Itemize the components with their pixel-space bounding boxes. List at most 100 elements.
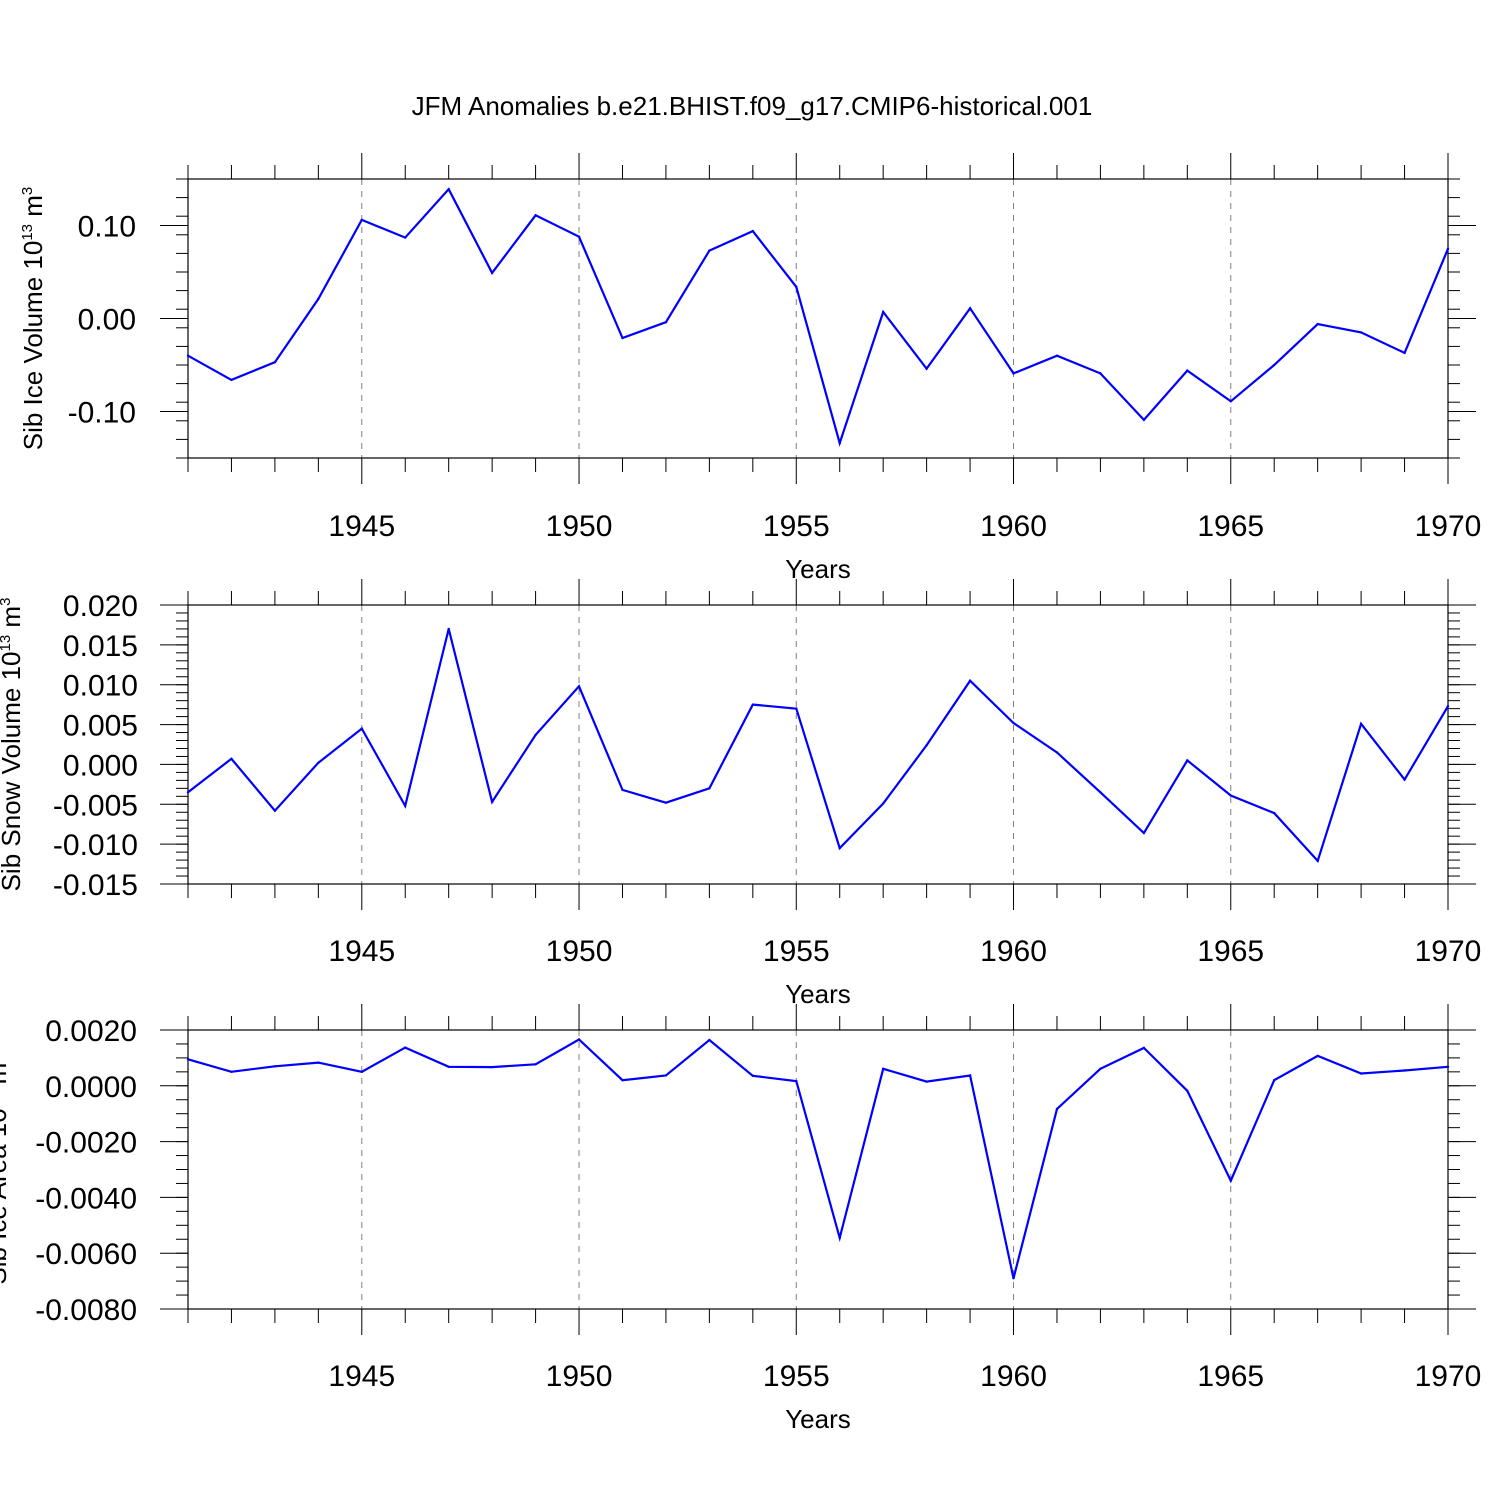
y-tick-label: 0.0020 [45, 1015, 137, 1048]
data-point [577, 685, 581, 688]
plot-frame [187, 604, 1449, 885]
figure-title: JFM Anomalies b.e21.BHIST.f09_g17.CMIP6-… [412, 91, 1093, 121]
data-point [1316, 1054, 1319, 1058]
y-tick-label: 0.0000 [45, 1071, 137, 1104]
x-tick-label: 1945 [328, 935, 395, 968]
data-point [925, 367, 928, 370]
data-point [1012, 1277, 1015, 1280]
y-tick-label: -0.10 [68, 397, 136, 430]
data-point [664, 321, 668, 324]
data-point [795, 1079, 798, 1083]
data-point [404, 804, 407, 808]
data-point [490, 1065, 494, 1069]
y-tick-label: 0.10 [78, 211, 136, 244]
data-point [186, 791, 190, 794]
data-point [1316, 859, 1319, 863]
y-axis-title: Sib Snow Volume 1013 m3 [0, 598, 26, 892]
data-point [968, 307, 972, 310]
x-tick-label: 1955 [763, 510, 830, 543]
data-point [708, 787, 711, 790]
data-point [968, 679, 972, 682]
y-tick-label: -0.0060 [35, 1238, 137, 1271]
data-point [1055, 354, 1059, 357]
x-tick-label: 1970 [1415, 510, 1482, 543]
data-point [186, 354, 190, 357]
data-point [1229, 794, 1232, 797]
data-point [1403, 1069, 1406, 1072]
data-point [447, 188, 450, 191]
plot-frame [187, 1029, 1449, 1310]
y-tick-label: -0.015 [53, 869, 138, 902]
data-point [230, 757, 233, 761]
x-tick-label: 1965 [1197, 510, 1264, 543]
x-tick-label: 1965 [1197, 935, 1264, 968]
chart-panel-1: -0.10 0.00 0.10 1945 1950 1955 1960 1965 1970 Yea… [18, 153, 1481, 584]
data-point [577, 1038, 581, 1041]
data-point [317, 297, 320, 301]
data-point [404, 1046, 407, 1049]
data-point [1012, 721, 1015, 725]
data-point [1403, 351, 1406, 355]
x-tick-label: 1950 [546, 935, 613, 968]
data-point [795, 285, 798, 289]
data-point [1055, 751, 1059, 754]
y-axis-title: Sib Ice Volume 1013 m3 [18, 187, 48, 451]
chart-panel-2: -0.015 -0.010 -0.005 0.000 0.005 0.010 0.015 0.… [0, 579, 1481, 1009]
data-point [1142, 418, 1146, 422]
x-tick-label: 1950 [546, 1360, 613, 1393]
data-point [230, 1070, 233, 1074]
data-point [1273, 363, 1276, 367]
x-tick-label: 1960 [980, 510, 1047, 543]
data-point [186, 1058, 190, 1061]
data-point [1359, 331, 1363, 334]
data-point [1229, 400, 1232, 403]
data-point [968, 1074, 972, 1077]
data-point [1099, 791, 1102, 794]
data-point [1142, 831, 1146, 835]
data-point [1446, 247, 1450, 250]
data-point [925, 744, 928, 747]
data-point [447, 627, 450, 631]
data-point [273, 361, 277, 364]
data-point [1142, 1046, 1146, 1050]
data-point [490, 800, 494, 804]
data-point [273, 809, 277, 812]
y-axis-title: Sib Ice Area 1013 m2 [0, 1054, 12, 1284]
data-point [317, 1061, 320, 1064]
data-point [708, 249, 711, 252]
data-point [1186, 759, 1189, 762]
data-point [1446, 705, 1450, 708]
data-point [534, 214, 537, 217]
x-tick-label: 1950 [546, 510, 613, 543]
data-point [230, 378, 233, 382]
data-point [664, 801, 668, 804]
data-point [621, 788, 624, 792]
data-point [621, 1079, 624, 1082]
data-point [881, 310, 885, 314]
x-axis-title: Years [785, 1404, 851, 1434]
data-point [1446, 1065, 1450, 1069]
data-point [534, 1063, 537, 1066]
series-line [187, 187, 1450, 447]
data-point [838, 441, 841, 445]
x-tick-label: 1960 [980, 1360, 1047, 1393]
x-axis-title: Years [785, 554, 851, 584]
data-point [1273, 811, 1276, 815]
y-tick-label: 0.015 [63, 630, 138, 663]
x-tick-label: 1955 [763, 935, 830, 968]
data-point [1186, 1089, 1189, 1093]
data-point [1186, 369, 1189, 372]
x-tick-label: 1960 [980, 935, 1047, 968]
data-point [751, 229, 755, 233]
x-tick-label: 1970 [1415, 935, 1482, 968]
y-tick-label: -0.0020 [35, 1127, 137, 1160]
data-point [490, 271, 494, 275]
data-point [925, 1080, 928, 1083]
y-tick-label: 0.00 [78, 304, 136, 337]
x-tick-label: 1945 [328, 1360, 395, 1393]
y-tick-label: 0.020 [63, 590, 138, 623]
plot-frame [187, 178, 1449, 459]
data-point [1273, 1079, 1276, 1082]
data-point [360, 1070, 363, 1074]
x-tick-label: 1945 [328, 510, 395, 543]
